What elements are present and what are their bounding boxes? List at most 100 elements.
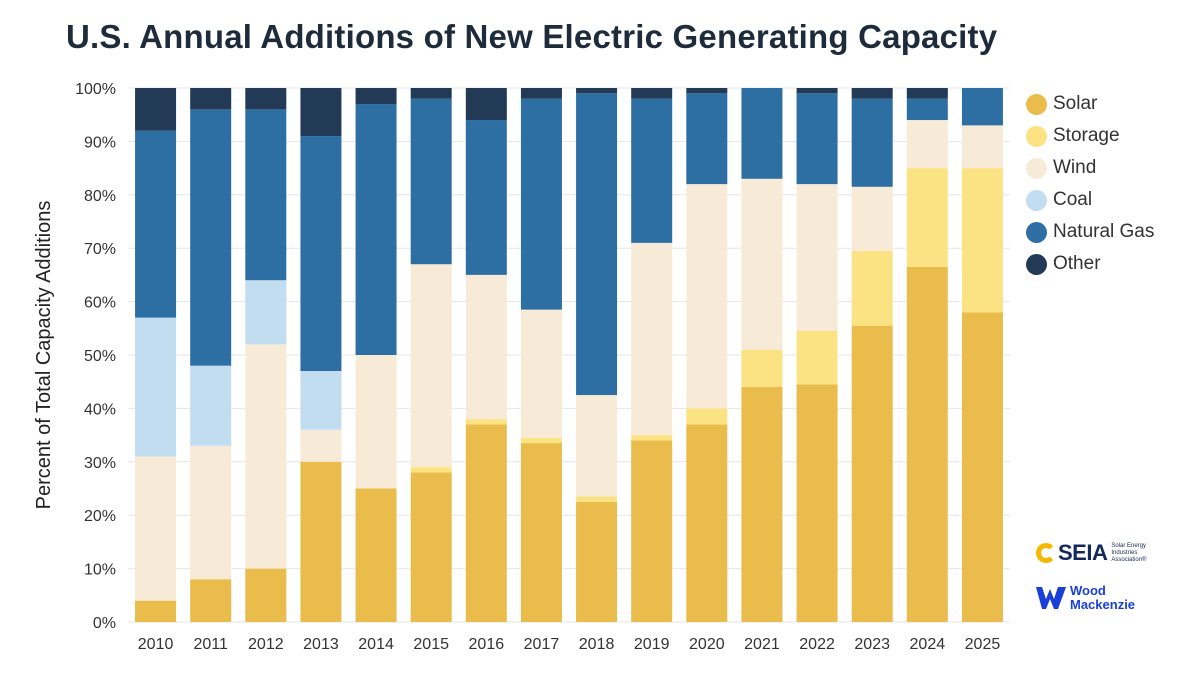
x-tick-label-2016: 2016 [469,636,505,653]
wood-mackenzie-logo: Wood Mackenzie [1036,584,1135,612]
bar-segment-natural-gas-2015 [410,98,452,265]
legend-swatch [1026,157,1047,179]
legend-item-storage: Storage [1026,120,1154,152]
bar-segment-other-2022 [796,88,838,94]
bar-segment-solar-2020 [686,424,728,622]
x-tick-label-2015: 2015 [413,636,449,653]
x-tick-label-2011: 2011 [193,636,228,653]
bar-segment-storage-2022 [796,330,838,385]
legend-item-solar: Solar [1026,88,1154,120]
x-tick-label-2010: 2010 [138,636,174,653]
bar-segment-solar-2023 [851,325,893,622]
bar-segment-other-2015 [410,88,452,99]
bar-segment-other-2020 [686,88,728,94]
bar-segment-wind-2020 [686,184,728,409]
legend-label: Other [1053,253,1101,274]
bar-segment-other-2013 [300,88,342,137]
bar-segment-wind-2019 [631,242,673,436]
legend-label: Storage [1053,125,1120,146]
x-tick-labels: 2010 2011 2012 2013 2014 2015 2016 2017 2018 2019… [138,636,1001,653]
bar-segment-other-2010 [135,88,177,131]
x-tick-label-2018: 2018 [579,636,615,653]
bar-segment-wind-2018 [576,395,618,497]
bar-segment-wind-2011 [190,445,232,580]
bar-segment-natural-gas-2014 [355,104,397,356]
bar-segment-natural-gas-2010 [135,130,177,318]
bar-segment-other-2012 [245,88,287,110]
bar-segment-natural-gas-2025 [961,88,1003,126]
bar-segment-solar-2014 [355,488,397,622]
legend-item-coal: Coal [1026,184,1154,216]
y-tick-label: 20% [84,508,116,525]
bar-segment-solar-2021 [741,387,783,622]
bar-segment-solar-2019 [631,440,673,622]
bar-segment-natural-gas-2020 [686,93,728,185]
bar-segment-other-2014 [355,88,397,105]
legend-swatch [1026,125,1047,147]
wood-line2: Mackenzie [1070,597,1136,612]
legend-label: Natural Gas [1053,221,1155,242]
bar-segment-other-2018 [576,88,618,94]
bar-segment-wind-2010 [135,456,177,601]
bar-segment-natural-gas-2017 [520,98,562,310]
bar-segment-wind-2021 [741,178,783,350]
bar-segment-storage-2020 [686,408,728,425]
bar-segment-other-2023 [851,88,893,99]
bar-segment-wind-2023 [851,186,893,251]
bar-segment-coal-2013 [300,371,342,430]
y-tick-label: 80% [84,188,116,205]
bar-segment-solar-2015 [410,472,452,622]
y-tick-label: 90% [84,134,116,151]
bar-segment-storage-2024 [906,168,948,267]
x-tick-label-2012: 2012 [248,636,284,653]
bar-segment-wind-2017 [520,309,562,438]
bar-segment-wind-2024 [906,120,948,169]
legend-label: Coal [1053,189,1093,210]
y-tick-labels: 0% 10% 20% 30% 40% 50% 60% 70% 80% 90% 100% [75,81,116,632]
bar-segment-solar-2011 [190,579,232,622]
bar-segment-solar-2012 [245,568,287,622]
bar-segment-other-2024 [906,88,948,99]
x-tick-label-2023: 2023 [854,636,890,653]
bars [135,88,1003,622]
legend-label: Wind [1053,157,1097,178]
x-tick-label-2025: 2025 [965,636,1001,653]
bar-segment-natural-gas-2022 [796,93,838,185]
bar-segment-solar-2017 [520,443,562,622]
legend-label: Solar [1053,93,1098,114]
bar-segment-wind-2012 [245,344,287,569]
bar-segment-wind-2016 [465,274,507,420]
bar-segment-natural-gas-2013 [300,136,342,372]
bar-segment-coal-2011 [190,365,232,446]
bar-segment-wind-2014 [355,355,397,489]
legend-item-wind: Wind [1026,152,1154,184]
seia-sun-icon [1036,543,1056,563]
bar-segment-other-2011 [190,88,232,110]
x-tick-label-2021: 2021 [744,636,780,653]
bar-segment-solar-2018 [576,501,618,622]
y-tick-label: 50% [84,348,116,365]
seia-subtitle: Solar Energy Industries Association® [1111,542,1147,563]
bar-segment-natural-gas-2018 [576,93,618,396]
legend-swatch [1026,189,1047,211]
bar-segment-coal-2012 [245,280,287,345]
bar-segment-wind-2022 [796,184,838,331]
bar-segment-solar-2022 [796,384,838,622]
y-tick-label: 60% [84,295,116,312]
bar-segment-solar-2025 [961,312,1003,622]
bar-segment-storage-2017 [520,437,562,444]
seia-logo: SEIA Solar Energy Industries Association… [1036,540,1159,566]
y-tick-label: 40% [84,401,116,418]
legend-swatch [1026,221,1047,243]
bar-segment-solar-2024 [906,266,948,622]
bar-segment-wind-2025 [961,125,1003,169]
x-tick-label-2022: 2022 [799,636,835,653]
x-tick-label-2017: 2017 [524,636,560,653]
bar-segment-natural-gas-2016 [465,120,507,275]
legend-swatch [1026,253,1047,275]
bar-segment-storage-2016 [465,419,507,425]
bar-segment-coal-2010 [135,317,177,457]
bar-segment-storage-2018 [576,496,618,502]
bar-segment-solar-2013 [300,461,342,622]
